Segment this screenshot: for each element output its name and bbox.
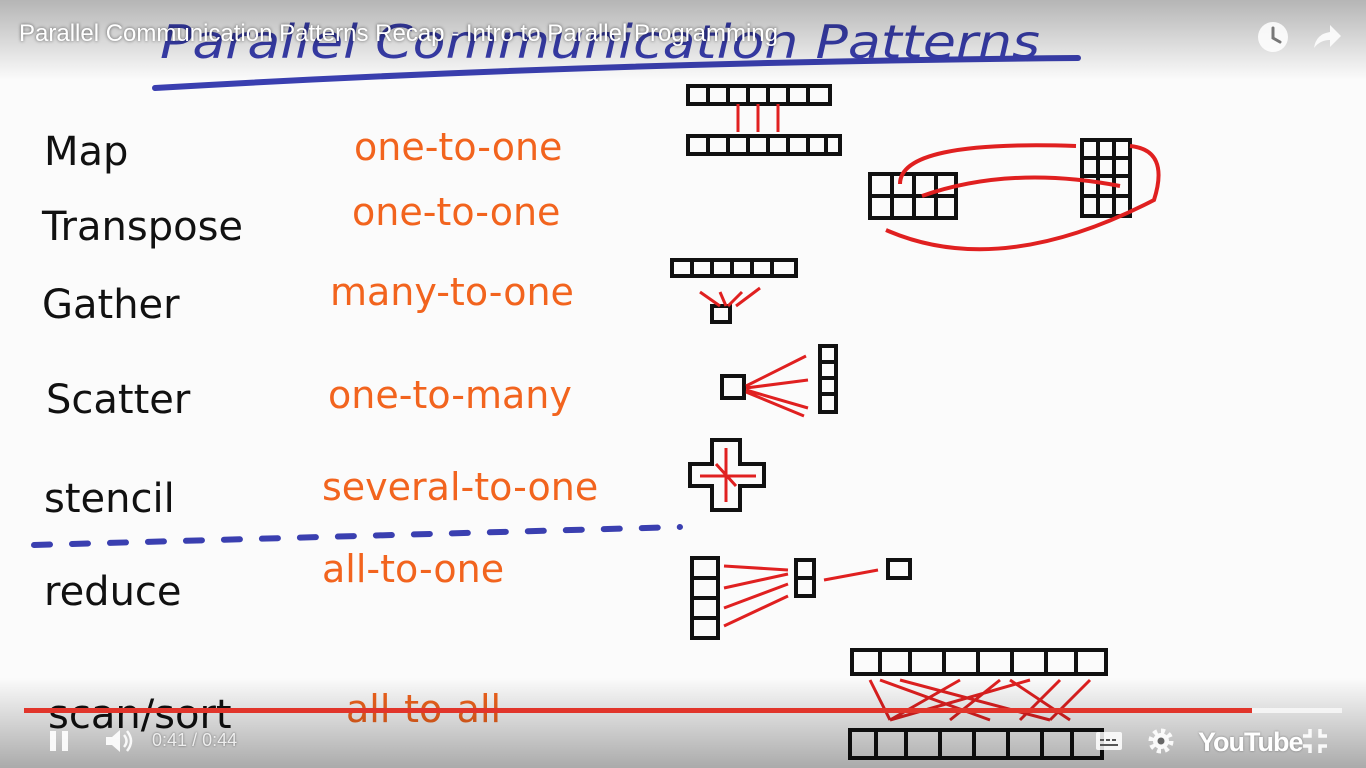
scan-sort-diagram [848,648,1108,760]
pattern-scatter: Scatter [46,377,191,423]
stencil-diagram [688,438,766,512]
relation-gather: many-to-one [330,270,574,314]
volume-icon[interactable] [101,724,135,758]
gather-diagram [670,258,798,324]
heading-underline [152,55,1081,91]
pattern-reduce: reduce [44,569,182,615]
exit-fullscreen-icon[interactable] [1298,724,1332,758]
time-separator: / [192,730,198,750]
duration: 0:44 [202,730,238,750]
youtube-logo[interactable]: YouTube [1198,727,1303,757]
scatter-diagram [720,344,838,418]
control-bar: 0:41 / 0:44 YouTube [0,718,1366,764]
pattern-scan-sort: scan/sort [48,692,232,738]
relation-transpose: one-to-one [352,190,560,234]
reduce-diagram [690,556,912,640]
pattern-transpose: Transpose [41,204,243,250]
transpose-diagram [868,138,1161,252]
time-display: 0:41 / 0:44 [152,730,237,751]
relation-scatter: one-to-many [328,373,572,417]
clock-icon[interactable] [1256,20,1290,54]
pattern-stencil: stencil [44,476,175,522]
relation-stencil: several-to-one [322,465,598,509]
current-time: 0:41 [152,730,188,750]
pattern-gather: Gather [42,282,180,328]
share-arrow-icon[interactable] [1310,20,1344,54]
gear-icon[interactable] [1144,724,1178,758]
relation-map: one-to-one [354,125,562,169]
video-title[interactable]: Parallel Communication Patterns Recap - … [19,20,778,47]
pause-icon[interactable] [42,724,76,758]
progress-played [24,708,1253,713]
relation-reduce: all-to-one [322,547,504,591]
pattern-map: Map [44,129,128,175]
dashed-divider [31,524,683,548]
progress-bar[interactable] [24,708,1342,713]
map-diagram [686,84,842,156]
subtitles-icon[interactable] [1092,724,1126,758]
